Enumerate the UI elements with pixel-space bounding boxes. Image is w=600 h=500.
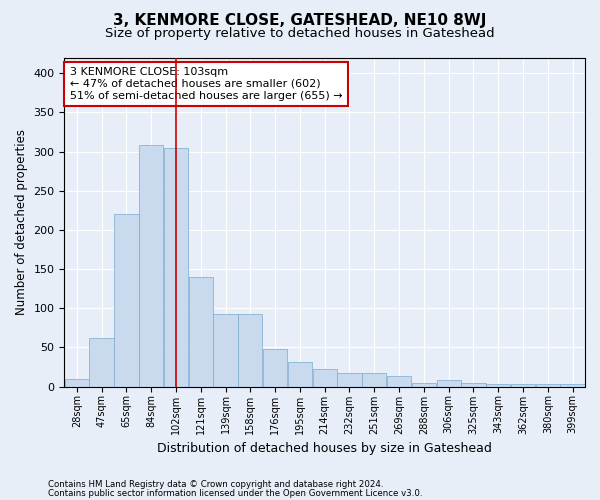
Bar — [536, 384, 560, 386]
Bar — [263, 349, 287, 387]
Text: Size of property relative to detached houses in Gateshead: Size of property relative to detached ho… — [105, 28, 495, 40]
Bar — [89, 338, 114, 386]
Bar — [65, 379, 89, 386]
Text: Contains public sector information licensed under the Open Government Licence v3: Contains public sector information licen… — [48, 488, 422, 498]
Text: 3 KENMORE CLOSE: 103sqm
← 47% of detached houses are smaller (602)
51% of semi-d: 3 KENMORE CLOSE: 103sqm ← 47% of detache… — [70, 68, 342, 100]
Bar — [362, 372, 386, 386]
Bar — [461, 382, 485, 386]
Bar — [511, 384, 535, 386]
X-axis label: Distribution of detached houses by size in Gateshead: Distribution of detached houses by size … — [157, 442, 492, 455]
Bar — [313, 370, 337, 386]
Bar — [214, 314, 238, 386]
Bar — [139, 146, 163, 386]
Bar — [188, 277, 213, 386]
Bar — [114, 214, 139, 386]
Bar — [437, 380, 461, 386]
Bar — [412, 382, 436, 386]
Bar — [387, 376, 411, 386]
Bar — [560, 384, 585, 386]
Bar — [486, 384, 511, 386]
Bar — [164, 148, 188, 386]
Text: 3, KENMORE CLOSE, GATESHEAD, NE10 8WJ: 3, KENMORE CLOSE, GATESHEAD, NE10 8WJ — [113, 12, 487, 28]
Bar — [288, 362, 312, 386]
Bar — [238, 314, 262, 386]
Bar — [337, 372, 362, 386]
Text: Contains HM Land Registry data © Crown copyright and database right 2024.: Contains HM Land Registry data © Crown c… — [48, 480, 383, 489]
Y-axis label: Number of detached properties: Number of detached properties — [15, 129, 28, 315]
